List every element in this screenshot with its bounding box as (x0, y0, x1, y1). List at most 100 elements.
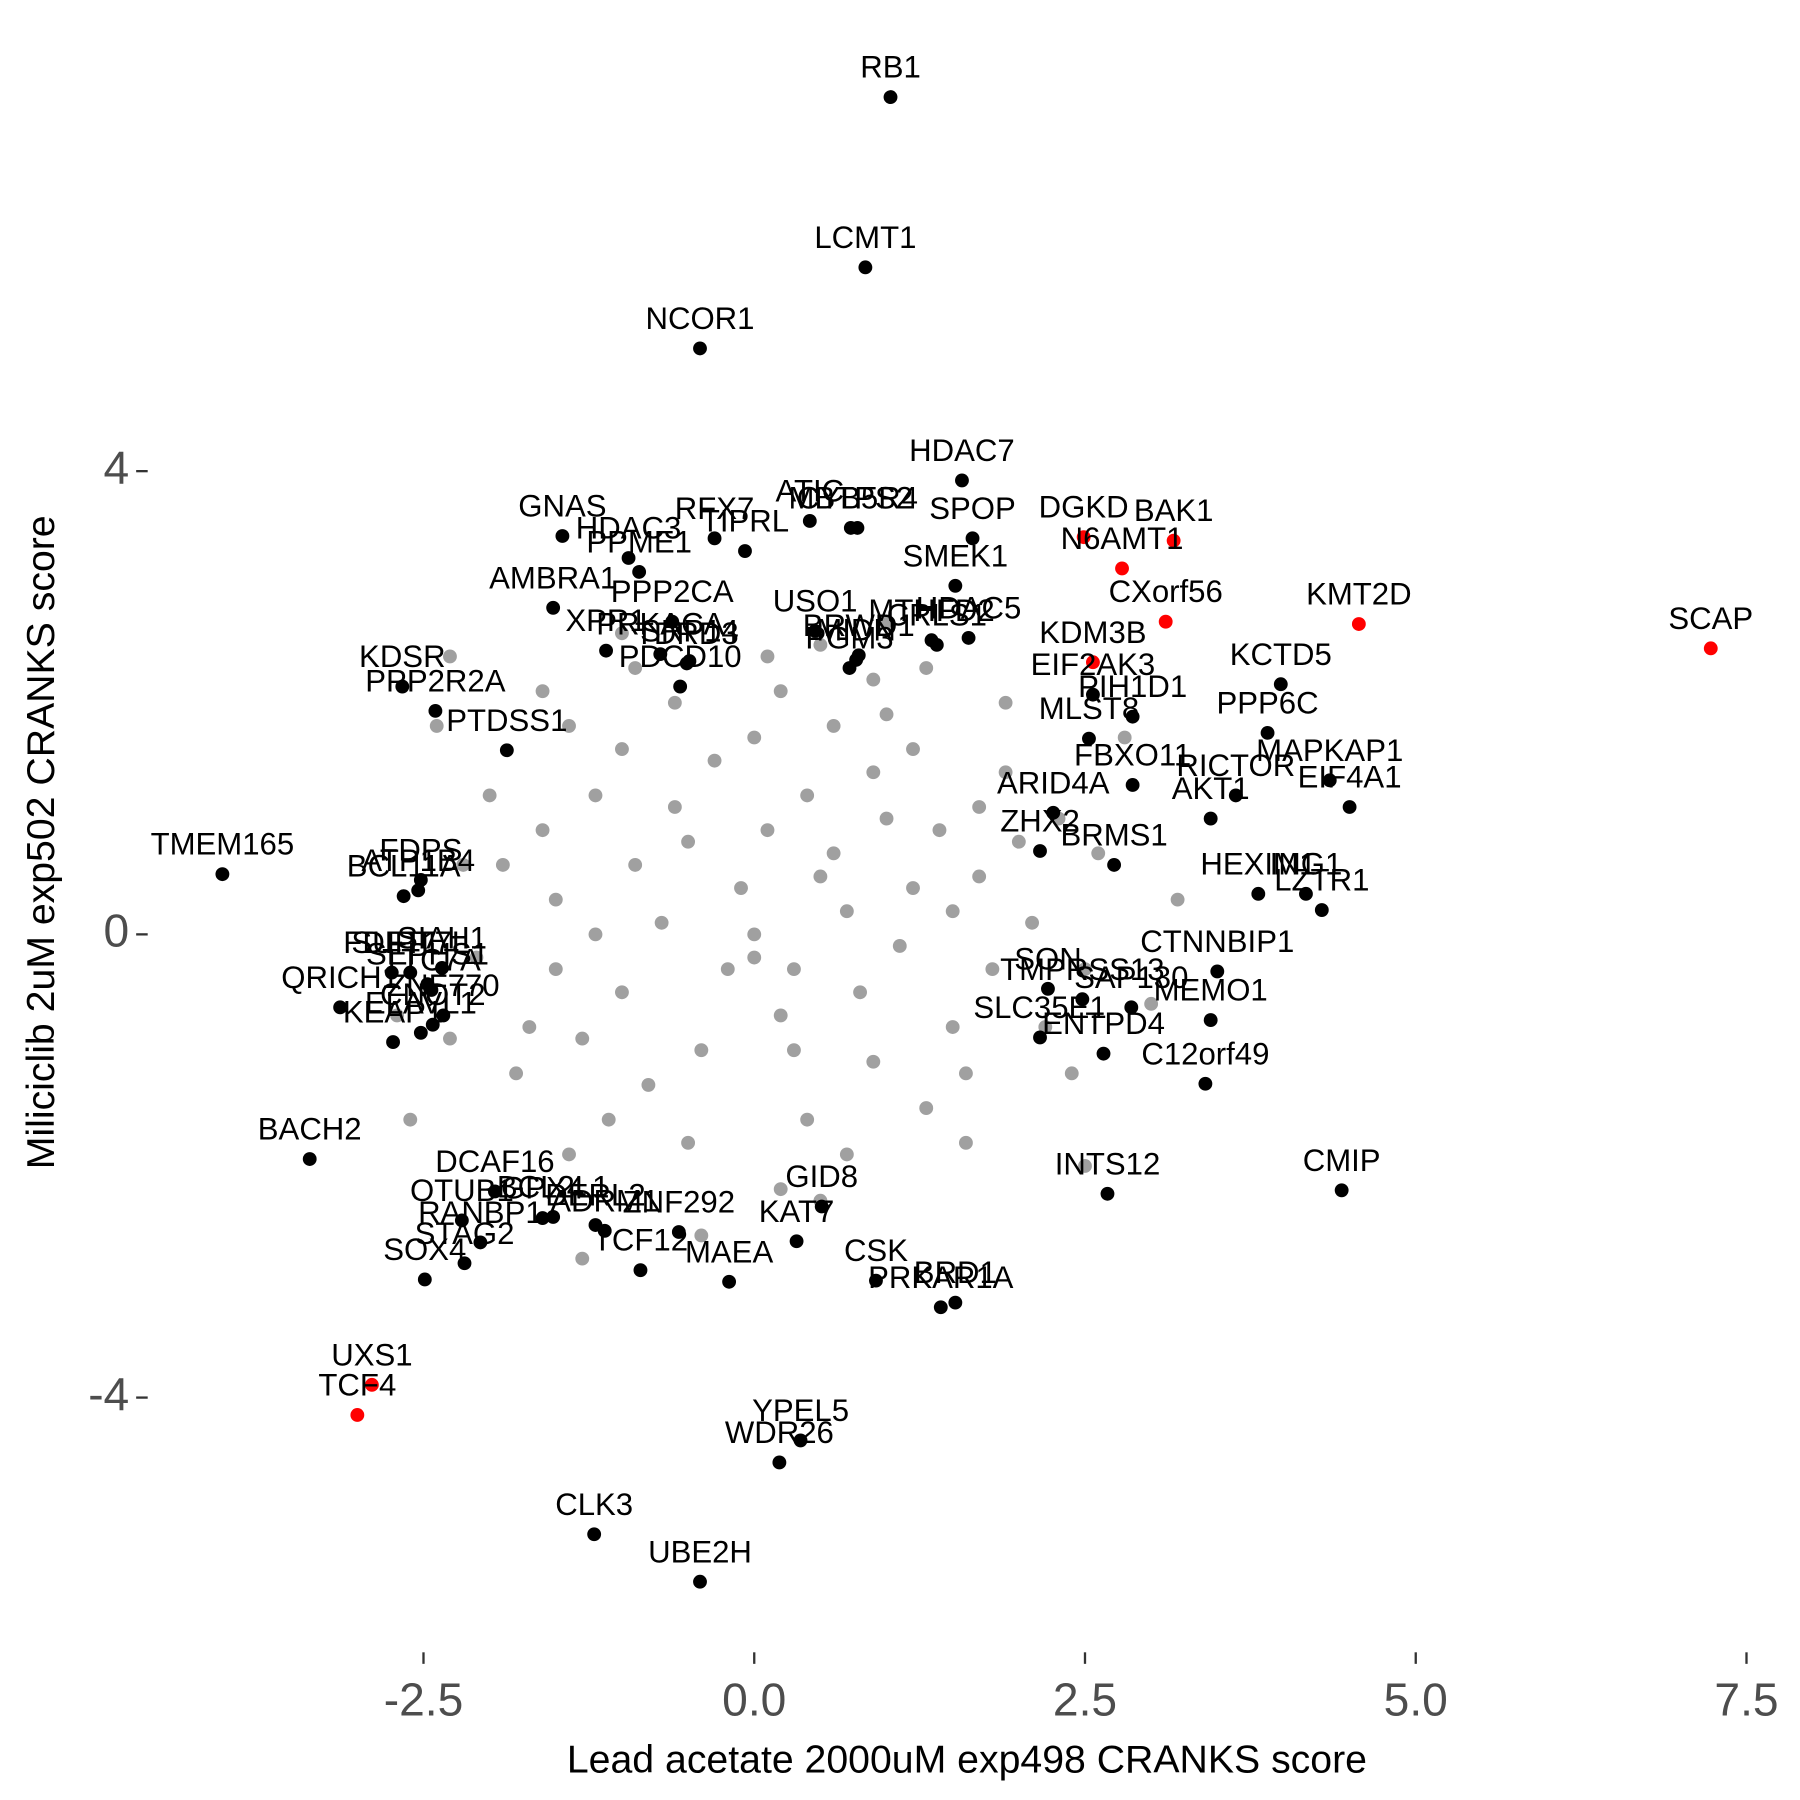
point (998, 695, 1013, 710)
point-label: ING1 (1270, 846, 1343, 881)
point-label: FBXO11 (1074, 738, 1191, 773)
point-label: DERL2 (545, 1178, 645, 1213)
point-label: BACH2 (258, 1112, 362, 1147)
y-tick-label: 0 (104, 905, 130, 957)
point (1125, 709, 1140, 724)
point-label: SON (1014, 941, 1081, 976)
point (454, 1213, 469, 1228)
point-label: PTDSS1 (446, 703, 567, 738)
point-label: PPP2CA (611, 574, 734, 609)
point-label: ADRM1 (550, 1183, 659, 1218)
point (814, 1199, 829, 1214)
point (641, 1077, 656, 1092)
point-label: WDR26 (725, 1415, 834, 1450)
point-label: PRKAR1A (868, 1260, 1014, 1295)
point (972, 800, 987, 814)
point (1703, 641, 1718, 656)
point (839, 904, 854, 919)
point (972, 869, 987, 884)
point-label: KEAP1 (343, 995, 443, 1030)
point (919, 1101, 934, 1116)
point (694, 1043, 709, 1058)
point-label: TCF12 (593, 1223, 688, 1258)
point-label: MLST8 (1039, 691, 1139, 726)
y-tick-label: 4 (104, 441, 130, 493)
point (693, 1574, 707, 1589)
point-label: CYB5R4 (797, 480, 918, 515)
point (473, 1235, 488, 1250)
point (403, 1112, 418, 1127)
point (615, 742, 629, 757)
point (985, 962, 1000, 977)
point (1107, 857, 1122, 872)
point (802, 514, 817, 528)
point (1091, 846, 1106, 861)
point (1033, 844, 1047, 858)
point (1086, 655, 1100, 670)
point (772, 1455, 787, 1470)
point (883, 90, 898, 105)
point (1273, 677, 1288, 692)
point (1064, 1066, 1079, 1081)
point-label: CXorf56 (1109, 574, 1223, 609)
point-label: AMBRA1 (489, 560, 617, 595)
point (667, 800, 682, 814)
point-label: PPP2R2A (365, 663, 505, 698)
point (853, 985, 868, 1000)
point (734, 881, 748, 895)
point (456, 857, 471, 872)
point-label: HDAC5 (916, 590, 1022, 625)
point (738, 544, 752, 558)
point (866, 672, 881, 687)
point (932, 823, 947, 838)
point-label: DCAF16 (435, 1144, 554, 1179)
point-label: MIDN (816, 612, 896, 647)
point (1198, 1076, 1213, 1091)
point-label: CTNNBIP1 (1140, 924, 1294, 959)
point (1166, 533, 1181, 548)
point (1076, 530, 1091, 545)
point-label: QRICH1 (281, 960, 399, 995)
point (215, 867, 230, 882)
point-label: C12orf49 (1141, 1036, 1269, 1071)
point (929, 637, 944, 652)
point (813, 637, 828, 652)
point (548, 892, 563, 907)
point (959, 1135, 973, 1150)
point (488, 1184, 502, 1199)
point (495, 857, 510, 872)
point (424, 983, 439, 997)
point-label: CLK3 (555, 1487, 633, 1522)
point-label: KDM3B (1039, 615, 1146, 650)
point (773, 684, 788, 699)
x-tick-label: -2.5 (384, 1673, 464, 1725)
point (919, 661, 934, 675)
point-label: SUPT7L (351, 925, 469, 960)
point-label: ARID4A (997, 765, 1110, 800)
point (436, 1008, 451, 1023)
point (425, 1017, 440, 1032)
point (720, 962, 735, 977)
point (1041, 981, 1055, 996)
point (826, 719, 841, 733)
point-label: INTS12 (1055, 1146, 1161, 1181)
point-label: PGM3 (805, 621, 893, 656)
point (403, 965, 418, 980)
point (1096, 1046, 1111, 1061)
point (694, 1228, 709, 1243)
point (1125, 778, 1140, 792)
point (443, 1031, 457, 1046)
point (1203, 1013, 1218, 1027)
x-tick-label: 5.0 (1384, 1673, 1448, 1725)
point-label: SPOP (929, 491, 1016, 526)
point (1046, 805, 1061, 820)
point (1322, 773, 1337, 788)
y-tick-label: -4 (88, 1368, 129, 1420)
point (628, 661, 643, 675)
point (879, 707, 894, 722)
point (1251, 886, 1266, 901)
point (1082, 731, 1096, 746)
point (842, 661, 857, 675)
point (707, 531, 722, 546)
